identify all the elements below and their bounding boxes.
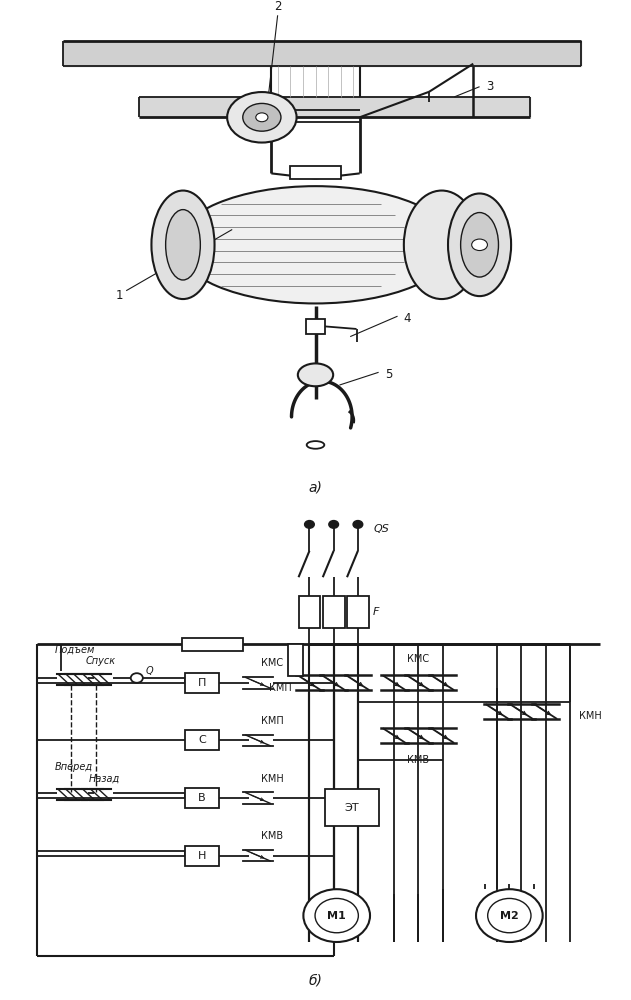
Bar [298, 596, 321, 628]
Text: б): б) [309, 974, 322, 988]
Bar [323, 596, 345, 628]
Ellipse shape [448, 193, 511, 296]
Text: Назад: Назад [89, 774, 120, 784]
Ellipse shape [151, 191, 215, 299]
Bar [182, 638, 243, 651]
Text: М1: М1 [327, 911, 346, 921]
Text: КМВ: КМВ [261, 831, 283, 841]
Bar [186, 846, 218, 866]
Ellipse shape [256, 113, 268, 122]
Bar [347, 596, 369, 628]
Ellipse shape [165, 210, 201, 280]
Text: КМС: КМС [261, 658, 283, 668]
Text: QS: QS [373, 524, 389, 534]
Ellipse shape [298, 363, 333, 386]
Text: В: В [198, 793, 206, 803]
Text: КМВ: КМВ [408, 755, 430, 765]
Bar [290, 166, 341, 178]
Text: Н: Н [198, 851, 206, 861]
Text: КМС: КМС [408, 654, 430, 664]
Text: КМН: КМН [579, 711, 602, 721]
Ellipse shape [177, 186, 454, 303]
Ellipse shape [461, 213, 498, 277]
Bar [186, 730, 218, 750]
Circle shape [329, 521, 338, 528]
Text: 2: 2 [274, 0, 281, 13]
Ellipse shape [472, 239, 487, 251]
Text: П: П [198, 678, 206, 688]
Text: 3: 3 [486, 80, 493, 93]
Bar [288, 644, 304, 676]
Text: 5: 5 [385, 368, 392, 381]
Text: КМП: КМП [261, 716, 284, 726]
Bar [324, 789, 379, 826]
Text: ЭТ: ЭТ [345, 803, 359, 813]
Bar [186, 788, 218, 808]
Text: Подъем: Подъем [55, 644, 95, 654]
Text: 1: 1 [116, 289, 124, 302]
Text: КМН: КМН [261, 774, 284, 784]
Ellipse shape [243, 103, 281, 131]
Circle shape [304, 889, 370, 942]
Text: Спуск: Спуск [85, 656, 115, 666]
Ellipse shape [404, 191, 480, 299]
Bar [306, 319, 325, 334]
Ellipse shape [227, 92, 297, 143]
Text: Q: Q [145, 666, 153, 676]
Text: F: F [373, 607, 379, 617]
Circle shape [305, 521, 314, 528]
Text: С: С [198, 735, 206, 745]
Circle shape [476, 889, 543, 942]
Text: Вперед: Вперед [55, 762, 93, 772]
Circle shape [353, 521, 363, 528]
Text: М2: М2 [500, 911, 519, 921]
Bar [186, 673, 218, 693]
Text: 4: 4 [404, 312, 411, 325]
Text: а): а) [309, 481, 322, 495]
Text: КМП: КМП [269, 683, 292, 693]
